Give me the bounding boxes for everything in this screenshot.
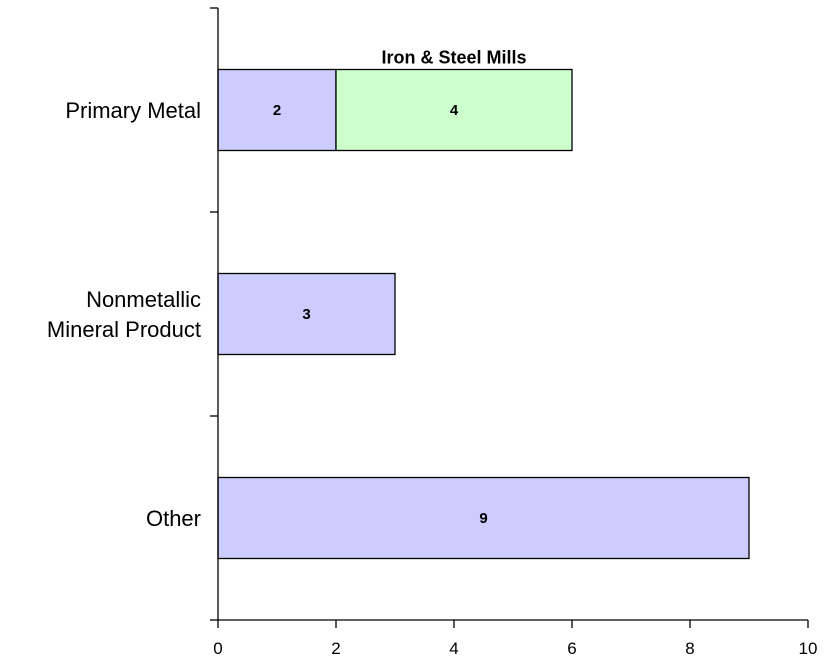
data-label-cat0-series1: 4 (450, 102, 459, 119)
bars-layer (217, 68, 750, 560)
axes-layer (210, 7, 809, 628)
annotation-label-0: Iron & Steel Mills (381, 48, 526, 68)
x-tick-label-2: 4 (449, 639, 458, 658)
category-label-1-line1: Mineral Product (47, 317, 201, 342)
category-label-0-line0: Primary Metal (65, 98, 201, 123)
bar-cat0-series1 (335, 68, 573, 152)
labels-layer: 2 4 3 9 Iron & Steel Mills 0 2 4 6 8 10 Primary Met… (47, 48, 818, 659)
bar-cat0-series0 (217, 68, 337, 152)
bar-cat2-series0 (217, 476, 750, 560)
data-label-cat0-series0: 2 (273, 102, 281, 119)
bar-cat1-series0 (217, 272, 396, 356)
x-tick-label-4: 8 (685, 639, 694, 658)
x-tick-label-1: 2 (331, 639, 340, 658)
data-label-cat2-series0: 9 (479, 510, 487, 527)
data-label-cat1-series0: 3 (302, 306, 310, 323)
category-label-2-line0: Other (146, 506, 201, 531)
x-tick-label-5: 10 (799, 639, 818, 658)
category-label-1-line0: Nonmetallic (86, 287, 201, 312)
x-tick-label-0: 0 (213, 639, 222, 658)
x-tick-label-3: 6 (567, 639, 576, 658)
